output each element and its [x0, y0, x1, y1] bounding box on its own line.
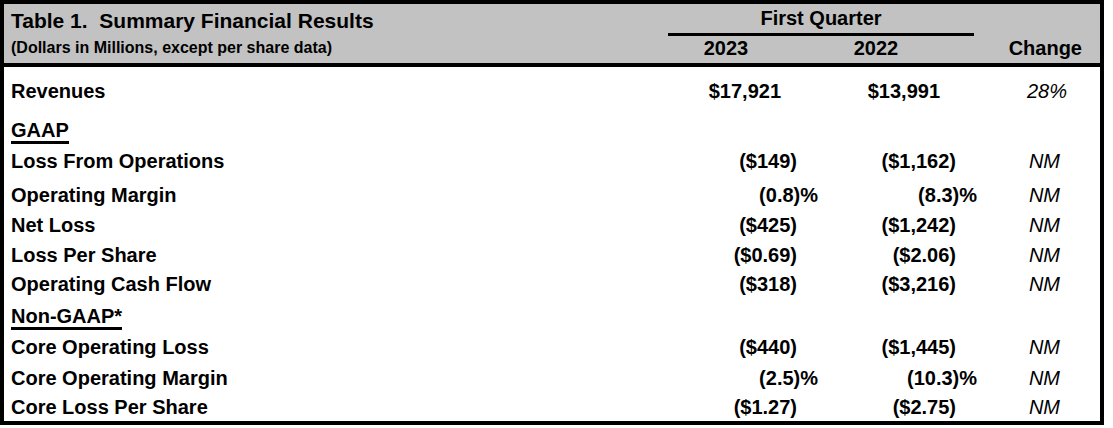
column-header-2022: 2022 — [800, 37, 952, 60]
screenshot-canvas: Table 1. Summary Financial Results (Doll… — [0, 0, 1113, 428]
row-label: Revenues — [11, 78, 106, 104]
row-label: Loss From Operations — [11, 148, 224, 174]
table-subtitle: (Dollars in Millions, except per share d… — [11, 39, 332, 57]
section-heading-gaap: GAAP — [11, 119, 69, 144]
row-label: Loss Per Share — [11, 242, 157, 268]
table-row-gaap-section: GAAP — [4, 117, 1100, 143]
table-title: Table 1. Summary Financial Results — [11, 9, 374, 33]
cell-change: 28% — [920, 78, 1067, 104]
cell-change: NM — [920, 182, 1067, 208]
financial-results-table: Table 1. Summary Financial Results (Doll… — [0, 0, 1104, 425]
row-label: Operating Cash Flow — [11, 271, 211, 297]
row-label: Core Operating Margin — [11, 365, 228, 391]
column-header-2023: 2023 — [650, 37, 802, 60]
cell-change: NM — [920, 148, 1067, 174]
table-row-revenues: Revenues $17,921 $13,991 28% — [4, 78, 1100, 104]
table-row-non-gaap-section: Non-GAAP* — [4, 303, 1100, 329]
table-row-core-loss-per-share: Core Loss Per Share ($1.27) ($2.75) NM — [4, 394, 1100, 420]
row-label: Core Loss Per Share — [11, 394, 208, 420]
section-heading-non-gaap: Non-GAAP* — [11, 305, 122, 330]
table-row-operating-cash-flow: Operating Cash Flow ($318) ($3,216) NM — [4, 271, 1100, 297]
cell-change: NM — [920, 271, 1067, 297]
cell-change: NM — [920, 334, 1067, 360]
row-label: Non-GAAP* — [11, 303, 122, 330]
table-row-operating-margin: Operating Margin (0.8)% (8.3)% NM — [4, 182, 1100, 208]
table-row-core-operating-margin: Core Operating Margin (2.5)% (10.3)% NM — [4, 365, 1100, 391]
table-row-net-loss: Net Loss ($425) ($1,242) NM — [4, 212, 1100, 238]
table-row-loss-from-operations: Loss From Operations ($149) ($1,162) NM — [4, 148, 1100, 174]
row-label: GAAP — [11, 117, 69, 144]
table-header-band: Table 1. Summary Financial Results (Doll… — [4, 4, 1100, 67]
column-group-header-first-quarter: First Quarter — [668, 7, 974, 30]
cell-change: NM — [920, 242, 1067, 268]
row-label: Operating Margin — [11, 182, 177, 208]
table-row-core-operating-loss: Core Operating Loss ($440) ($1,445) NM — [4, 334, 1100, 360]
column-group-underline — [668, 33, 974, 36]
cell-change: NM — [920, 212, 1067, 238]
column-header-change: Change — [935, 37, 1082, 60]
cell-change: NM — [920, 394, 1067, 420]
cell-change: NM — [920, 365, 1067, 391]
row-label: Net Loss — [11, 212, 95, 238]
row-label: Core Operating Loss — [11, 334, 209, 360]
table-row-loss-per-share: Loss Per Share ($0.69) ($2.06) NM — [4, 242, 1100, 268]
